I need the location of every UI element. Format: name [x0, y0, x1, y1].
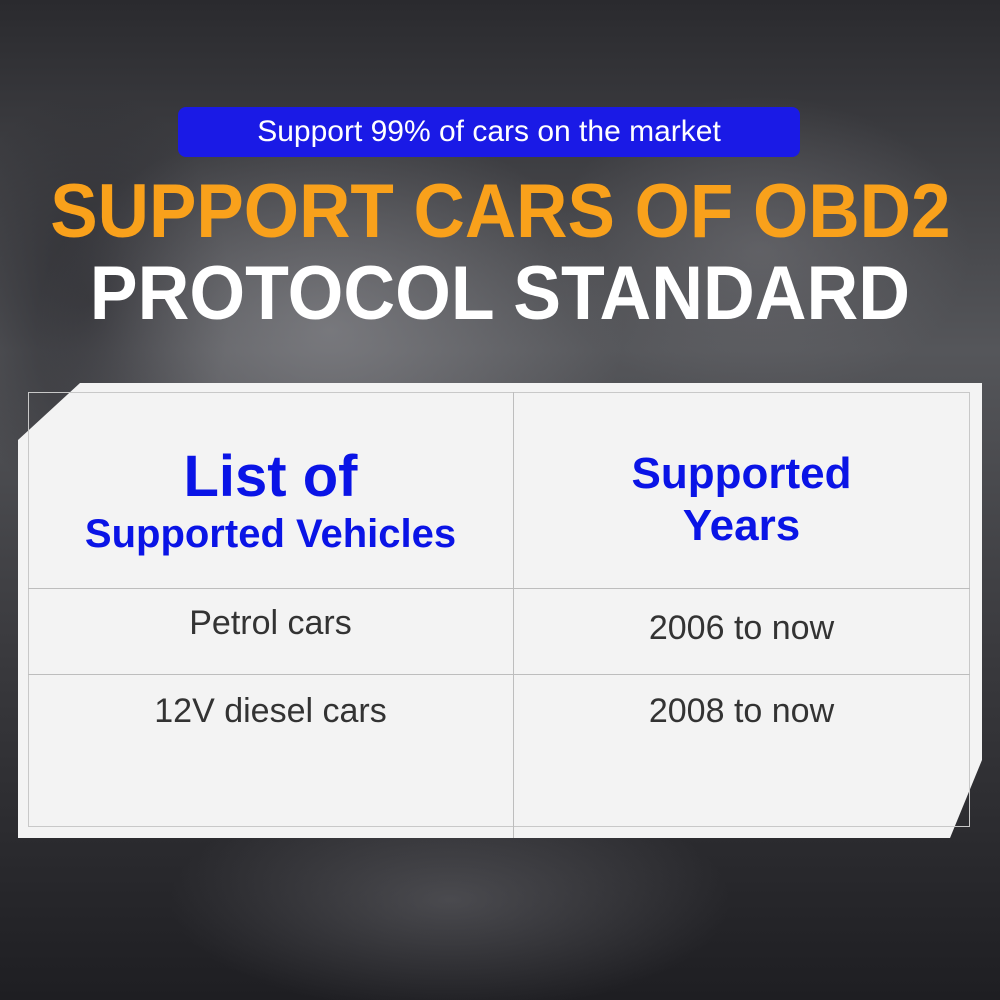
- table-cell-years: 2006 to now: [648, 609, 835, 647]
- header-years: Supported Years: [513, 448, 970, 552]
- header-years-line2: Years: [682, 501, 801, 550]
- table-cell-vehicle: 12V diesel cars: [154, 692, 387, 730]
- row-divider: [28, 674, 970, 675]
- title-line-2: PROTOCOL STANDARD: [89, 251, 911, 336]
- header-vehicles-line2: Supported Vehicles: [84, 512, 457, 556]
- header-vehicles: List of Supported Vehicles: [28, 444, 513, 558]
- title-line-2-row: PROTOCOL STANDARD: [0, 254, 1000, 334]
- header-years-line1: Supported: [631, 449, 852, 498]
- table-cell-vehicle: Petrol cars: [189, 604, 352, 642]
- table-cell-years: 2008 to now: [648, 692, 835, 730]
- support-table-panel: [18, 383, 982, 838]
- support-badge: Support 99% of cars on the market: [178, 107, 800, 157]
- header-vehicles-line1: List of: [183, 444, 358, 509]
- title-line-1: SUPPORT CARS OF OBD2: [49, 169, 951, 254]
- column-divider: [513, 392, 514, 838]
- row-divider: [28, 588, 970, 589]
- title-line-1-row: SUPPORT CARS OF OBD2: [0, 172, 1000, 252]
- table-border: [28, 392, 970, 827]
